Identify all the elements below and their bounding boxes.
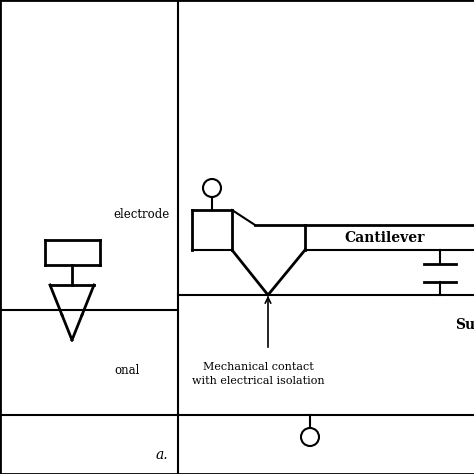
Text: a.: a. [155,448,168,462]
Text: with electrical isolation: with electrical isolation [191,376,324,386]
Text: onal: onal [115,364,140,376]
Text: Mechanical contact: Mechanical contact [202,362,313,372]
Text: electrode: electrode [114,209,170,221]
Text: Cantilever: Cantilever [345,230,425,245]
Text: Substra: Substra [455,318,474,332]
